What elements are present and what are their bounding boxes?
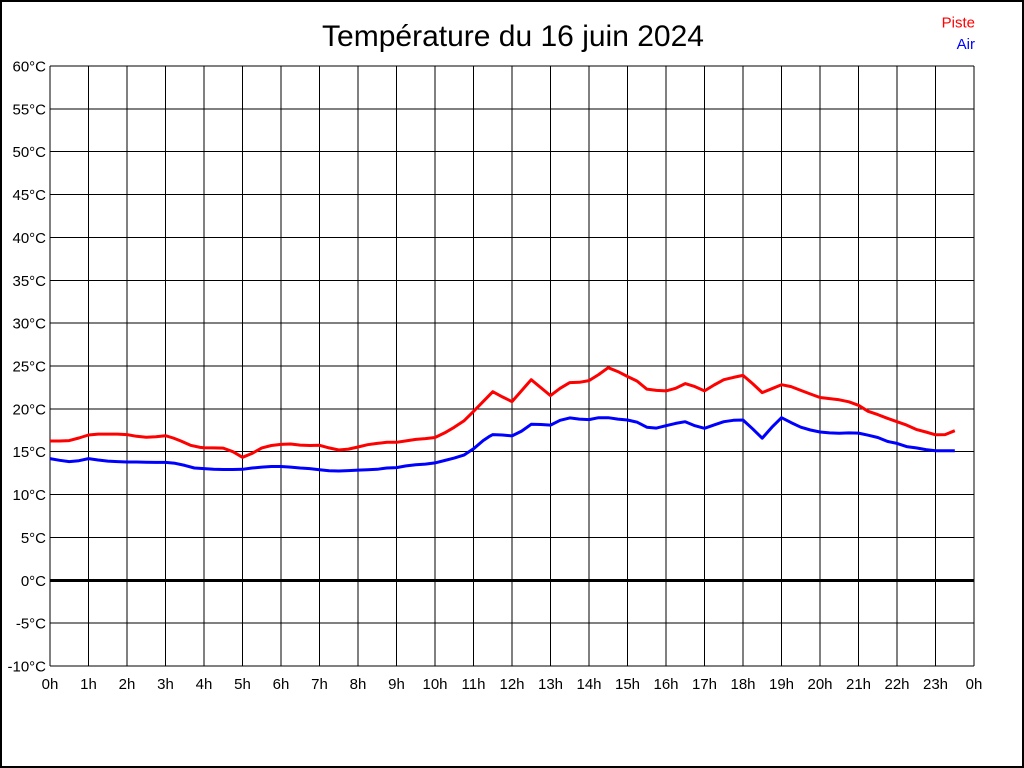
svg-text:Température du 16 juin 2024: Température du 16 juin 2024 <box>322 20 704 53</box>
svg-text:0h: 0h <box>42 676 59 693</box>
svg-text:10°C: 10°C <box>12 487 46 504</box>
svg-text:3h: 3h <box>157 676 174 693</box>
svg-text:7h: 7h <box>311 676 328 693</box>
svg-text:55°C: 55°C <box>12 101 46 118</box>
svg-text:23h: 23h <box>923 676 948 693</box>
svg-text:6h: 6h <box>273 676 290 693</box>
svg-text:45°C: 45°C <box>12 187 46 204</box>
svg-text:1h: 1h <box>80 676 97 693</box>
svg-text:5°C: 5°C <box>21 530 46 547</box>
svg-text:9h: 9h <box>388 676 405 693</box>
svg-text:2h: 2h <box>119 676 136 693</box>
svg-text:15°C: 15°C <box>12 444 46 461</box>
svg-text:20°C: 20°C <box>12 401 46 418</box>
svg-text:19h: 19h <box>769 676 794 693</box>
svg-text:20h: 20h <box>807 676 832 693</box>
svg-text:8h: 8h <box>350 676 367 693</box>
svg-text:40°C: 40°C <box>12 230 46 247</box>
svg-text:Air: Air <box>957 36 975 53</box>
svg-text:21h: 21h <box>846 676 871 693</box>
svg-text:0°C: 0°C <box>21 573 46 590</box>
svg-text:12h: 12h <box>499 676 524 693</box>
svg-text:25°C: 25°C <box>12 359 46 376</box>
svg-text:60°C: 60°C <box>12 59 46 76</box>
svg-text:-10°C: -10°C <box>7 659 46 676</box>
svg-text:18h: 18h <box>730 676 755 693</box>
svg-text:Piste: Piste <box>942 15 975 32</box>
svg-text:0h: 0h <box>966 676 983 693</box>
svg-text:-5°C: -5°C <box>16 616 46 633</box>
svg-text:4h: 4h <box>196 676 213 693</box>
svg-text:15h: 15h <box>615 676 640 693</box>
svg-text:14h: 14h <box>576 676 601 693</box>
svg-text:35°C: 35°C <box>12 273 46 290</box>
svg-text:10h: 10h <box>422 676 447 693</box>
svg-text:5h: 5h <box>234 676 251 693</box>
svg-text:30°C: 30°C <box>12 316 46 333</box>
svg-text:11h: 11h <box>462 676 486 693</box>
svg-text:13h: 13h <box>538 676 563 693</box>
svg-text:16h: 16h <box>653 676 678 693</box>
svg-text:22h: 22h <box>884 676 909 693</box>
svg-text:17h: 17h <box>692 676 717 693</box>
svg-text:50°C: 50°C <box>12 144 46 161</box>
